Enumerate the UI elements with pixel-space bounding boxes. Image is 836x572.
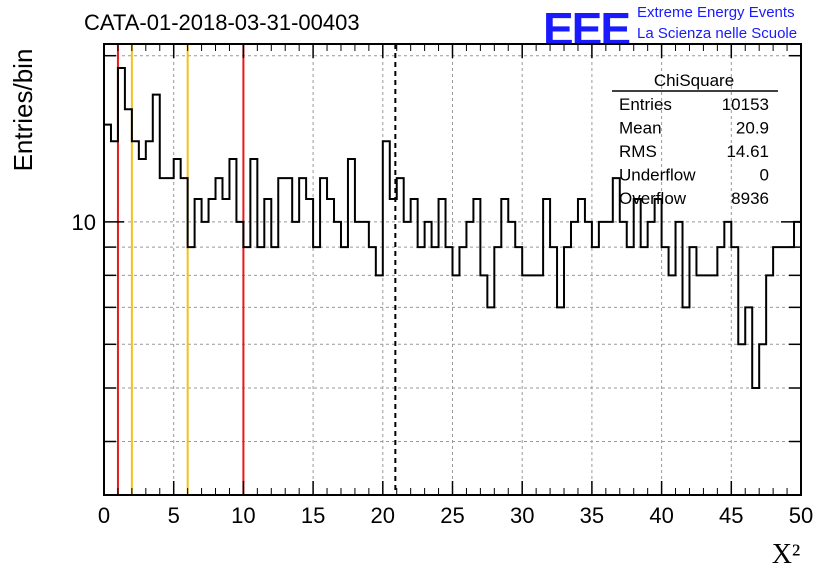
eee-logo: EEE [543,3,631,55]
stats-value: 14.61 [726,142,769,161]
x-tick-label: 0 [98,503,110,528]
x-tick-label: 20 [371,503,395,528]
y-tick-label: 10 [72,210,96,235]
axis-ticks: 0 5 10 15 20 25 30 35 40 45 50 10 [72,44,813,528]
x-tick-label: 40 [649,503,673,528]
logo-tagline-line1: Extreme Energy Events [637,4,795,21]
x-axis-label: X² [772,539,801,570]
x-tick-label: 35 [580,503,604,528]
histogram-series [104,66,801,390]
stats-label: RMS [619,142,657,161]
stats-label: Mean [619,119,662,138]
x-tick-label: 50 [789,503,813,528]
stats-value: 20.9 [736,119,769,138]
x-tick-label: 25 [440,503,464,528]
stats-box: ChiSquare Entries 10153 Mean 20.9 RMS 14.61 Un… [612,71,778,208]
y-axis-label: Entries/bin [8,49,38,172]
stats-box-title: ChiSquare [654,71,734,90]
stats-value: 8936 [731,189,769,208]
x-tick-label: 30 [510,503,534,528]
x-tick-label: 10 [231,503,255,528]
x-tick-label: 45 [719,503,743,528]
stats-label: Overflow [619,189,687,208]
x-tick-label: 15 [301,503,325,528]
stats-value: 10153 [722,95,769,114]
logo-tagline-line2: La Scienza nelle Scuole [637,25,798,42]
chart-title: CATA-01-2018-03-31-00403 [84,10,360,35]
histogram-step-line [104,66,801,390]
stats-label: Underflow [619,166,696,185]
stats-label: Entries [619,95,672,114]
stats-value: 0 [760,166,769,185]
x-tick-label: 5 [168,503,180,528]
